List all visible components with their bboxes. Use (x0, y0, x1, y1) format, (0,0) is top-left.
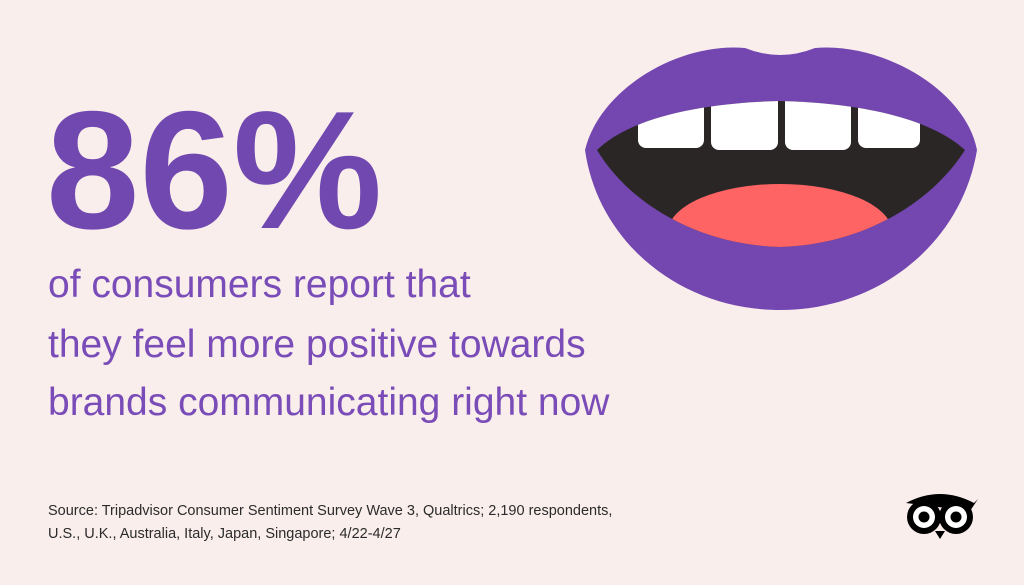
stat: 86% (46, 76, 382, 264)
tooth (711, 101, 778, 150)
logo-pupil (950, 511, 962, 523)
lips-illustration (585, 47, 977, 311)
logo-beak (935, 531, 945, 539)
source-line: Source: Tripadvisor Consumer Sentiment S… (48, 503, 612, 519)
tripadvisor-logo (906, 494, 978, 539)
headline-line: of consumers report that (48, 263, 471, 306)
tooth (785, 101, 851, 150)
tongue (668, 184, 892, 247)
logo-pupil (918, 511, 930, 523)
source-line: U.S., U.K., Australia, Italy, Japan, Sin… (48, 526, 401, 542)
headline-line: brands communicating right now (48, 381, 610, 424)
headline-line: they feel more positive towards (48, 323, 586, 366)
